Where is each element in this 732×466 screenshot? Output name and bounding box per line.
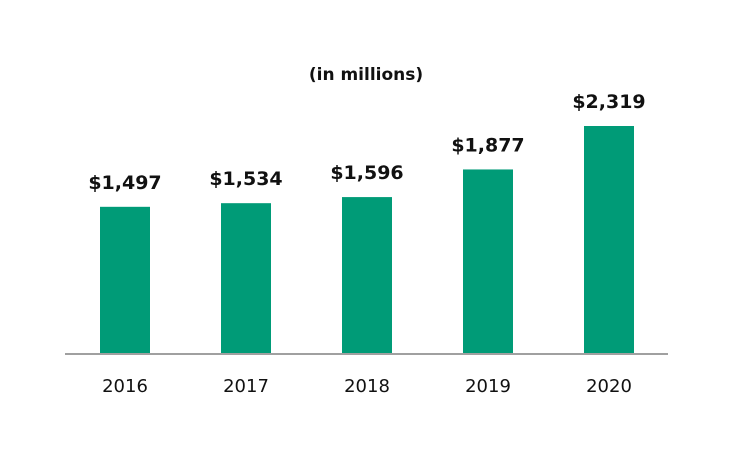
bar-2016 — [100, 206, 150, 354]
data-label: $1,497 — [88, 172, 161, 194]
data-label: $1,877 — [451, 134, 524, 156]
data-label: $1,534 — [209, 168, 282, 190]
x-tick-label: 2020 — [586, 376, 632, 397]
x-tick-label: 2019 — [465, 376, 511, 397]
data-label: $2,319 — [572, 91, 645, 113]
bar-2019 — [463, 169, 513, 354]
bar-2018 — [342, 197, 392, 354]
x-tick-label: 2017 — [223, 376, 269, 397]
x-tick-label: 2018 — [344, 376, 390, 397]
bar-2020 — [584, 126, 634, 354]
data-label: $1,596 — [330, 162, 403, 184]
bar-2017 — [221, 203, 271, 354]
x-tick-label: 2016 — [102, 376, 148, 397]
chart-subtitle: (in millions) — [309, 65, 423, 85]
